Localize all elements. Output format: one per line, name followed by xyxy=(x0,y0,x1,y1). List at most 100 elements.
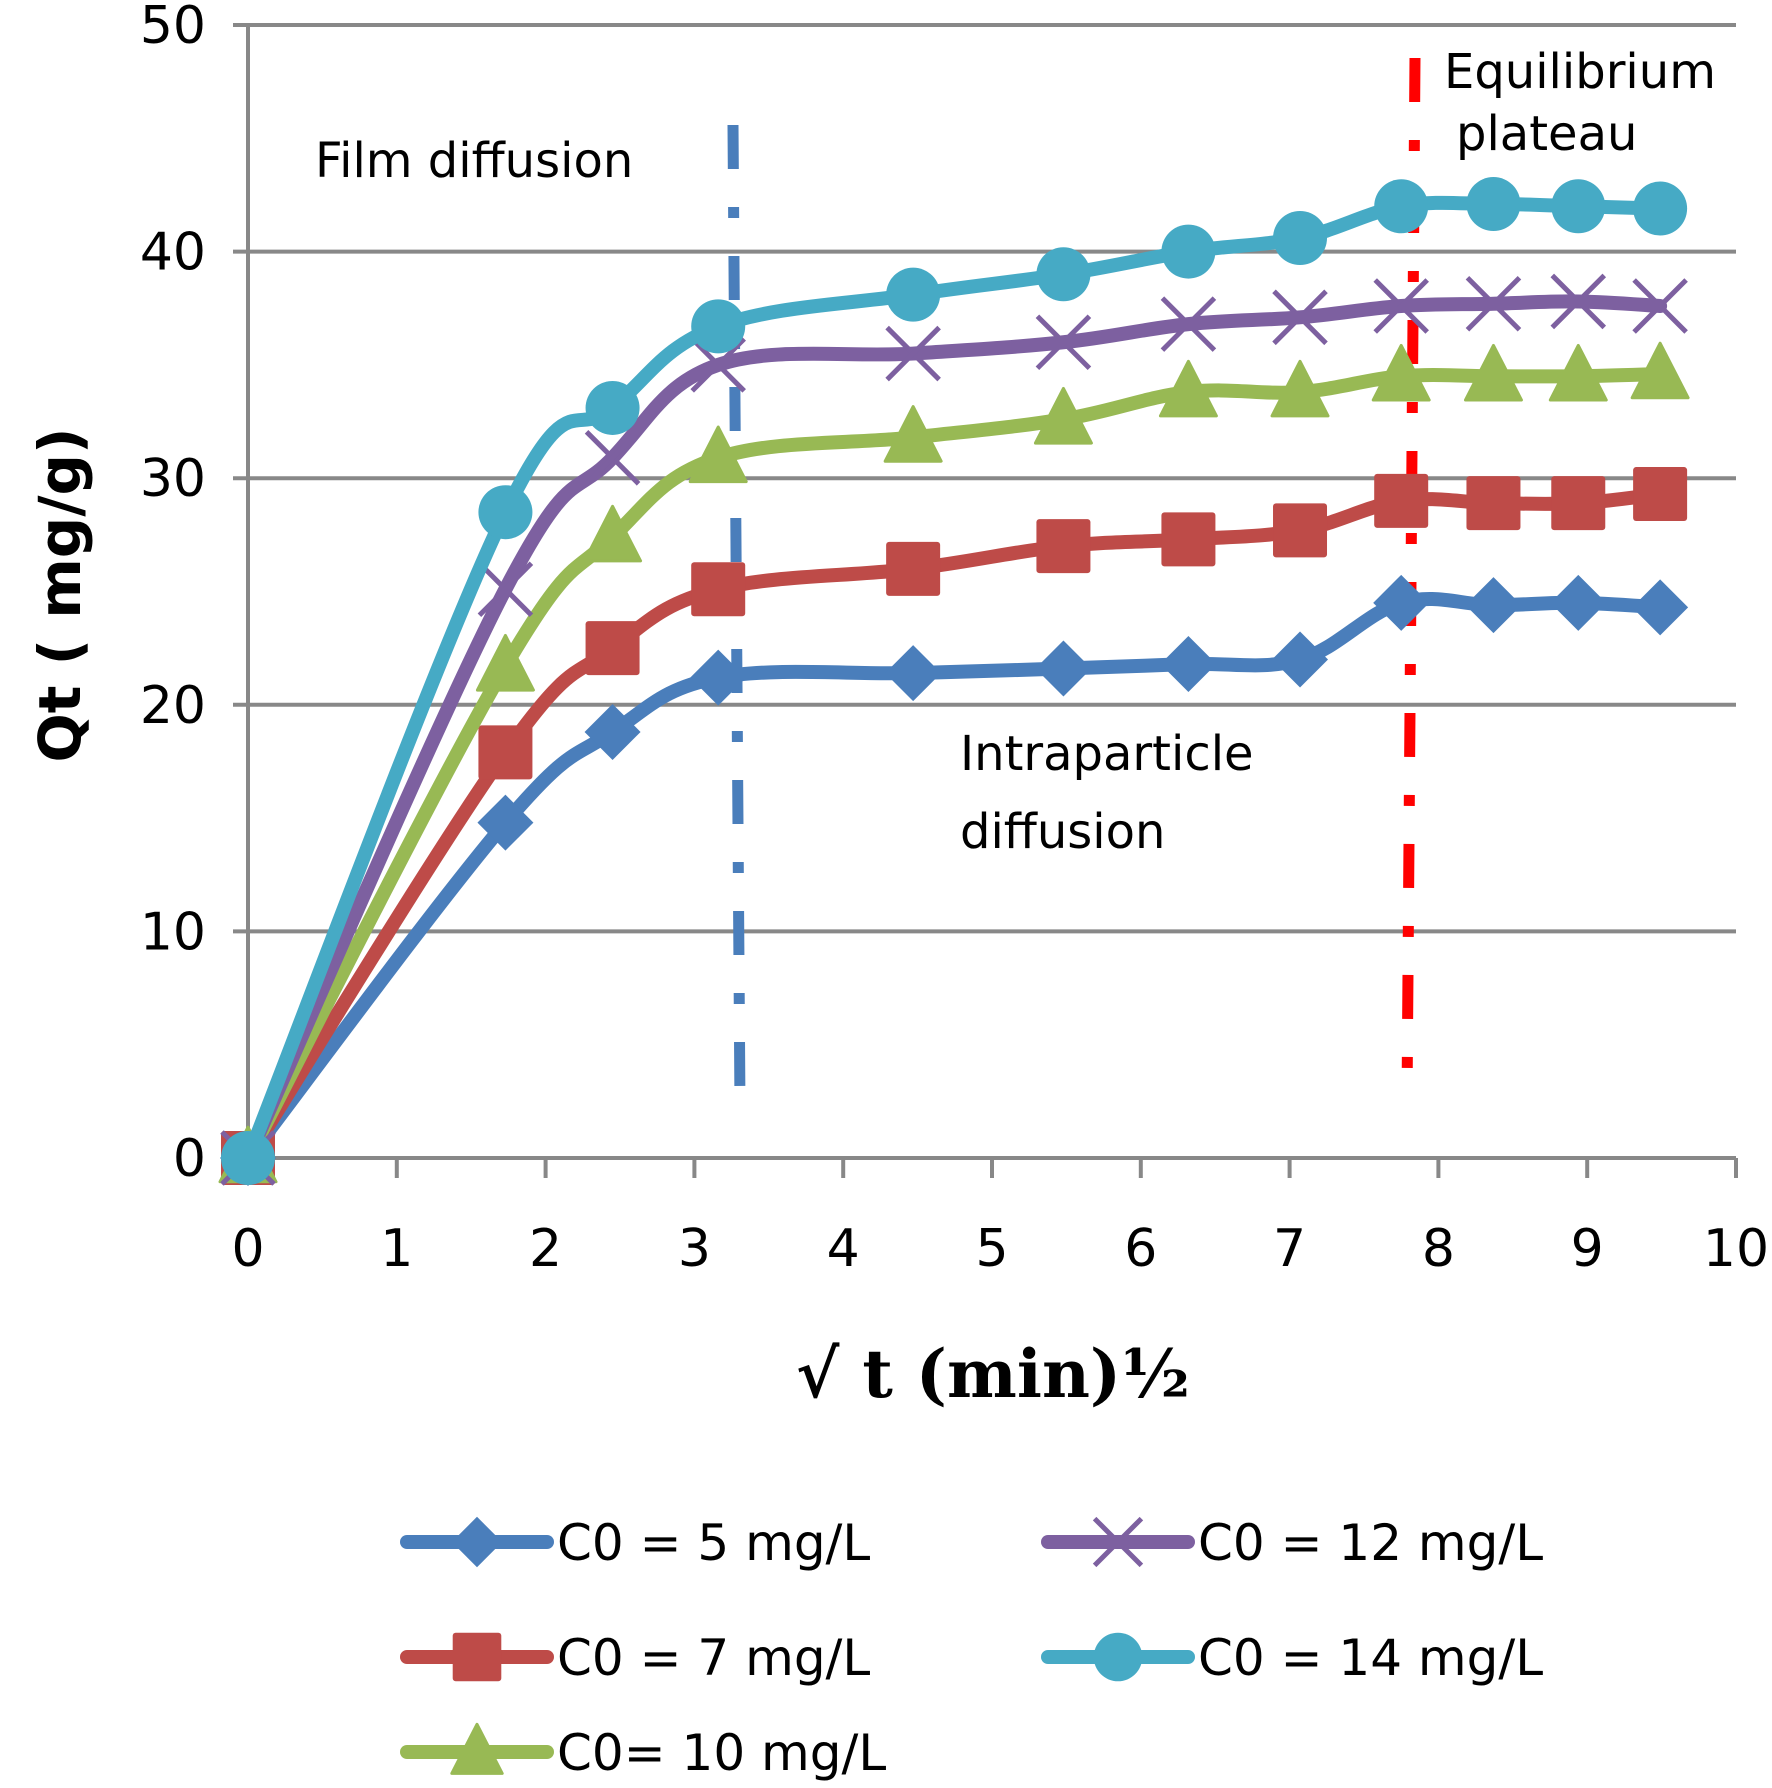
x-marker-stroke xyxy=(1373,278,1429,334)
data-point-triangle xyxy=(883,405,943,463)
data-point-circle xyxy=(1633,181,1688,236)
data-point-x xyxy=(1272,289,1328,346)
data-point-circle xyxy=(1161,224,1216,279)
x-tick-label: 7 xyxy=(1273,1219,1306,1279)
data-point-circle xyxy=(221,1131,275,1185)
legend-item: C0 = 5 mg/L xyxy=(400,1514,870,1572)
annotation-intraparticle-line2: diffusion xyxy=(960,804,1165,860)
data-point-diamond xyxy=(1035,640,1092,697)
x-tick-label: 3 xyxy=(678,1219,711,1279)
data-point-x xyxy=(1632,278,1688,334)
series-square xyxy=(221,467,1688,1185)
data-point-circle xyxy=(1466,177,1521,232)
data-point-triangle xyxy=(583,504,643,563)
annotation-film-diffusion: Film diffusion xyxy=(315,133,633,189)
data-point-square xyxy=(585,621,640,676)
data-point-square xyxy=(1273,503,1328,558)
legend-item: C0 = 14 mg/L xyxy=(1041,1629,1543,1687)
x-tick-label: 5 xyxy=(975,1219,1008,1279)
data-point-x xyxy=(1465,275,1522,332)
legend-marker-x xyxy=(1092,1516,1144,1568)
legend-marker-square xyxy=(452,1632,502,1682)
x-marker-stroke xyxy=(1092,1516,1144,1568)
data-point-circle xyxy=(1273,211,1328,266)
legend-label: C0 = 5 mg/L xyxy=(557,1514,870,1572)
legend-marker-triangle xyxy=(450,1722,504,1775)
data-point-square xyxy=(886,541,941,596)
data-point-diamond xyxy=(1550,574,1607,631)
data-point-triangle xyxy=(688,425,748,484)
data-point-triangle xyxy=(1033,386,1093,445)
data-point-x xyxy=(1373,278,1429,334)
y-tick-label: 0 xyxy=(173,1129,206,1189)
reference-line-equilibrium-boundary xyxy=(1401,57,1421,1103)
data-point-square xyxy=(1633,467,1688,522)
axes xyxy=(246,25,1738,1178)
data-point-circle xyxy=(1036,247,1091,302)
data-point-circle xyxy=(886,267,941,322)
data-point-diamond xyxy=(1272,631,1329,688)
data-point-diamond xyxy=(1373,574,1430,631)
reference-line-film-boundary xyxy=(727,124,746,1109)
data-point-x xyxy=(1160,296,1217,352)
data-point-triangle xyxy=(1158,359,1218,418)
data-point-square xyxy=(1161,512,1216,567)
data-point-square xyxy=(1466,476,1521,531)
y-tick-label: 30 xyxy=(140,449,206,509)
data-point-triangle xyxy=(1270,359,1330,418)
x-marker-stroke xyxy=(1465,275,1522,332)
y-tick-label: 40 xyxy=(140,223,206,283)
x-axis-title: √ t (min)½ xyxy=(796,1335,1190,1413)
series-diamond xyxy=(220,574,1689,1186)
x-marker-stroke xyxy=(477,561,534,618)
data-point-circle xyxy=(478,485,533,540)
legend-item: C0= 10 mg/L xyxy=(400,1722,886,1782)
data-point-triangle xyxy=(475,633,535,692)
data-point-x xyxy=(477,561,534,618)
data-point-diamond xyxy=(477,794,534,851)
tick-labels: 0 10 20 30 40 50 0 1 2 3 4 5 6 7 8 9 10 xyxy=(140,0,1769,1279)
data-point-diamond xyxy=(1632,579,1689,636)
data-point-square xyxy=(1374,473,1429,528)
y-axis-title: Qt ( mg/g) xyxy=(26,427,94,762)
series-x xyxy=(220,273,1688,1186)
data-point-diamond xyxy=(1465,577,1522,634)
legend-marker-circle xyxy=(1093,1632,1143,1682)
x-tick-label: 0 xyxy=(231,1219,264,1279)
data-point-square xyxy=(691,562,746,617)
annotation-equilibrium-line1: Equilibrium xyxy=(1444,44,1716,100)
legend-marker-diamond xyxy=(451,1516,503,1568)
x-marker-stroke xyxy=(1035,314,1092,371)
data-point-circle xyxy=(1551,179,1606,234)
legend-label: C0= 10 mg/L xyxy=(557,1724,886,1782)
legend-label: C0 = 12 mg/L xyxy=(1198,1514,1543,1572)
data-point-x xyxy=(584,430,641,486)
x-marker-stroke xyxy=(885,325,941,382)
data-point-circle xyxy=(585,380,640,435)
legend-label: C0 = 7 mg/L xyxy=(557,1629,870,1687)
x-tick-label: 9 xyxy=(1571,1219,1604,1279)
legend-label: C0 = 14 mg/L xyxy=(1198,1629,1543,1687)
data-point-square xyxy=(1036,519,1091,574)
data-point-diamond xyxy=(584,703,641,760)
x-marker-stroke xyxy=(1550,273,1607,330)
y-tick-label: 50 xyxy=(140,0,206,56)
data-point-x xyxy=(1035,314,1092,371)
x-marker-stroke xyxy=(584,430,641,486)
legend: C0 = 5 mg/L C0 = 7 mg/L C0= 10 mg/L C0 = 12… xyxy=(400,1514,1543,1782)
data-point-triangle xyxy=(1630,341,1690,400)
x-marker-stroke xyxy=(1160,296,1217,352)
x-tick-label: 8 xyxy=(1422,1219,1455,1279)
annotation-intraparticle-line1: Intraparticle xyxy=(960,726,1254,782)
data-point-triangle xyxy=(1371,343,1431,402)
x-tick-label: 1 xyxy=(380,1219,413,1279)
series-circle xyxy=(221,177,1688,1185)
x-tick-label: 2 xyxy=(529,1219,562,1279)
series-line xyxy=(241,366,1668,1165)
data-point-triangle xyxy=(1548,343,1608,402)
data-point-triangle xyxy=(1463,343,1523,402)
series-triangle xyxy=(218,341,1690,1184)
x-tick-label: 6 xyxy=(1124,1219,1157,1279)
annotation-equilibrium-line2: plateau xyxy=(1456,106,1637,162)
